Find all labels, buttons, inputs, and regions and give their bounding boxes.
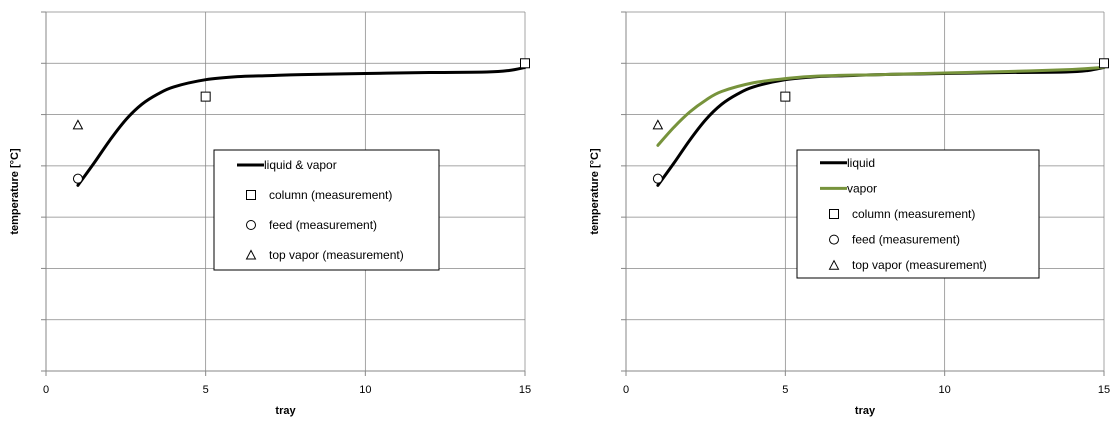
x-tick-label: 10 (939, 384, 951, 396)
series-markers-top-vapor-measurement (72, 119, 84, 130)
series-markers-feed-measurement (72, 173, 83, 184)
column-measurement-marker-1 (520, 58, 530, 69)
column-measurement-marker-1 (1099, 58, 1109, 69)
legend-label-feed-measurement: feed (measurement) (852, 233, 960, 247)
column-measurement-marker-0 (200, 91, 211, 102)
series-markers-feed-measurement (652, 173, 663, 184)
legend-box (213, 149, 440, 271)
legend-swatch-feed-measurement-marker-legend (246, 220, 256, 230)
legend-swatch-column-measurement-marker-legend (829, 209, 839, 219)
legend-swatch-feed-measurement-marker-legend (829, 234, 839, 245)
legend-label-liquid: liquid (847, 156, 875, 170)
legend-label-feed-measurement: feed (measurement) (269, 218, 377, 232)
legend-label-top-vapor-measurement: top vapor (measurement) (269, 248, 404, 262)
x-tick-label: 5 (782, 384, 788, 396)
top-vapor-measurement-marker-0 (72, 119, 84, 130)
chart-1: 0 5 10 15 tray temperature [°C] liquid & vapor… (9, 11, 531, 417)
feed-measurement-marker-0 (652, 173, 663, 184)
chart-2: 0 5 10 15 tray temperature [°C] liquid vapor col… (589, 11, 1110, 417)
column-measurement-marker-0 (780, 91, 791, 102)
x-tick-label: 0 (623, 384, 629, 396)
x-tick-label: 10 (359, 384, 371, 396)
legend-label-liquid-vapor: liquid & vapor (264, 158, 337, 172)
series-markers-top-vapor-measurement (652, 119, 664, 130)
series-line-vapor (656, 65, 1106, 147)
legend-label-column-measurement: column (measurement) (269, 188, 392, 202)
x-tick-label: 0 (43, 384, 49, 396)
legend-label-vapor: vapor (847, 181, 877, 195)
x-axis-title: tray (855, 405, 876, 417)
x-tick-label: 15 (519, 384, 531, 396)
feed-measurement-marker-0 (72, 173, 83, 184)
x-axis-title: tray (275, 405, 296, 417)
legend-label-top-vapor-measurement: top vapor (measurement) (852, 258, 987, 272)
x-tick-label: 5 (203, 384, 209, 396)
legend-swatch-top-vapor-measurement-marker-legend (245, 249, 257, 260)
series-line-liquid-vapor (76, 65, 527, 187)
legend-swatch-top-vapor-measurement-marker-legend (828, 259, 840, 270)
x-tick-label: 15 (1098, 384, 1110, 396)
y-axis-title: temperature [°C] (9, 148, 21, 235)
series-markers-column-measurement (200, 58, 530, 102)
top-vapor-measurement-marker-0 (652, 119, 664, 130)
y-axis-title: temperature [°C] (589, 148, 601, 235)
legend: liquid & vapor column (measurement) feed (… (213, 149, 440, 271)
legend-label-column-measurement: column (measurement) (852, 207, 975, 221)
legend: liquid vapor column (measurement) feed (mea… (796, 149, 1040, 279)
legend-swatch-column-measurement-marker-legend (246, 190, 256, 200)
series-markers-column-measurement (780, 58, 1109, 102)
